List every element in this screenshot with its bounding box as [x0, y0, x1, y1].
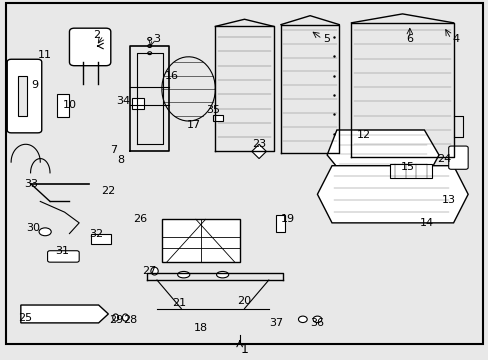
- Text: 33: 33: [24, 179, 39, 189]
- Polygon shape: [317, 166, 467, 223]
- Text: 32: 32: [89, 229, 103, 239]
- Text: 20: 20: [237, 296, 251, 306]
- FancyBboxPatch shape: [69, 28, 111, 66]
- Text: 34: 34: [116, 96, 130, 107]
- Ellipse shape: [122, 314, 128, 321]
- Text: 31: 31: [55, 247, 69, 256]
- Text: 30: 30: [26, 223, 40, 233]
- Text: 13: 13: [441, 195, 455, 204]
- Text: 19: 19: [281, 214, 295, 224]
- Polygon shape: [21, 305, 108, 323]
- Ellipse shape: [39, 228, 51, 236]
- Text: 10: 10: [62, 100, 76, 110]
- Bar: [389, 164, 431, 178]
- Text: 5: 5: [323, 34, 330, 44]
- Text: 29: 29: [109, 315, 123, 325]
- Polygon shape: [326, 130, 438, 173]
- Text: 2: 2: [92, 30, 100, 40]
- Text: 8: 8: [117, 156, 124, 165]
- Bar: [57, 94, 69, 117]
- Ellipse shape: [216, 271, 228, 278]
- Text: 7: 7: [109, 145, 117, 155]
- Ellipse shape: [113, 314, 118, 321]
- Text: 11: 11: [38, 50, 52, 60]
- FancyBboxPatch shape: [7, 59, 41, 133]
- Text: 37: 37: [268, 318, 283, 328]
- Bar: [91, 234, 111, 244]
- Bar: [131, 98, 143, 109]
- Text: 1: 1: [240, 343, 248, 356]
- Text: 24: 24: [436, 154, 450, 163]
- Text: 16: 16: [164, 71, 178, 81]
- Text: 18: 18: [193, 323, 207, 333]
- Text: 15: 15: [400, 162, 413, 172]
- Ellipse shape: [177, 271, 189, 278]
- Text: 22: 22: [101, 186, 115, 196]
- Text: 26: 26: [133, 214, 147, 224]
- Text: 9: 9: [31, 80, 38, 90]
- Text: 14: 14: [419, 218, 433, 228]
- Ellipse shape: [312, 316, 321, 323]
- Text: 27: 27: [142, 266, 157, 276]
- Text: 6: 6: [406, 34, 412, 44]
- Ellipse shape: [147, 37, 151, 40]
- Text: 28: 28: [123, 315, 137, 325]
- Text: 21: 21: [171, 298, 185, 308]
- Ellipse shape: [147, 52, 151, 55]
- Text: 17: 17: [186, 120, 200, 130]
- Text: 3: 3: [153, 34, 160, 44]
- Bar: [162, 219, 239, 262]
- Polygon shape: [251, 144, 266, 158]
- Text: 23: 23: [251, 139, 265, 149]
- Bar: [276, 215, 285, 232]
- Text: 12: 12: [356, 130, 370, 140]
- Text: 36: 36: [310, 318, 324, 328]
- Ellipse shape: [298, 316, 306, 323]
- Bar: [19, 76, 27, 116]
- Ellipse shape: [151, 267, 158, 275]
- FancyBboxPatch shape: [448, 146, 467, 169]
- Ellipse shape: [147, 45, 151, 48]
- FancyBboxPatch shape: [47, 251, 79, 262]
- Text: 25: 25: [18, 312, 32, 323]
- Bar: [212, 114, 222, 121]
- Text: 35: 35: [205, 105, 220, 115]
- Text: 4: 4: [451, 34, 459, 44]
